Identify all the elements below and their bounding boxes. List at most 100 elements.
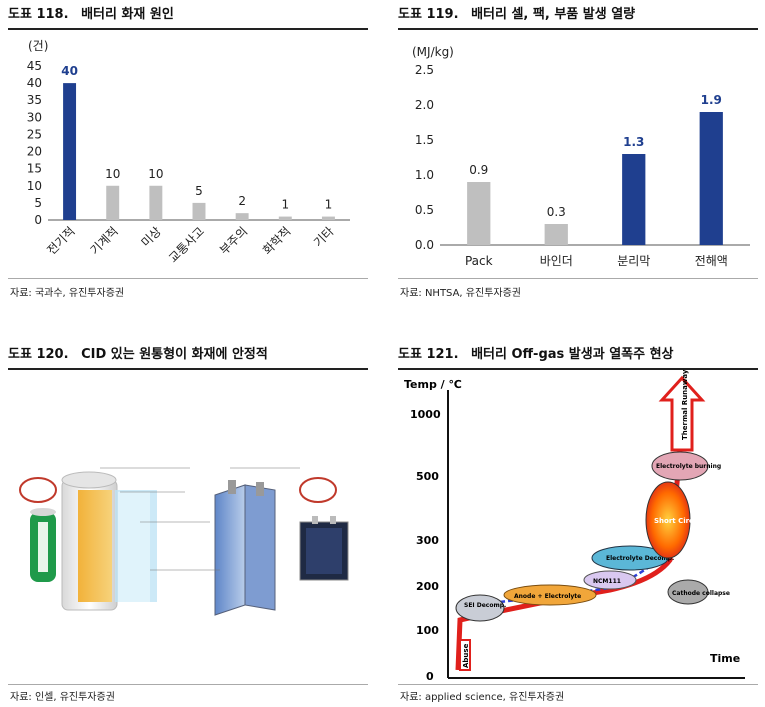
data-label: 40	[61, 64, 78, 78]
anode-electrolyte-bubble	[503, 584, 597, 606]
bar-chart-heat-release: (MJ/kg) 0.0 0.5 1.0 1.5 2.0 2.5 0.9 Pack 0.3 바인더 1…	[412, 45, 750, 268]
source-note: 자료: NHTSA, 유진투자증권	[400, 288, 521, 299]
bar	[278, 216, 292, 220]
y-tick-label: 2.0	[415, 98, 434, 112]
bar-chart-fire-causes: (건) 0 5 10 15 20 25 30 35 40 45 40 전기적 10 기계적 10 미상 5 교통사…	[27, 39, 350, 265]
category-label: 화학적	[260, 224, 293, 257]
bar	[622, 154, 646, 245]
source-rule	[8, 278, 368, 279]
anode-electrolyte-label: Anode + Electrolyte	[514, 593, 581, 600]
category-label: 부주의	[217, 224, 250, 257]
chart-title: 배터리 셀, 팩, 부품 발생 열량	[471, 7, 636, 22]
y-tick-label: 45	[27, 59, 42, 73]
y-axis-label: Temp / ℃	[404, 378, 462, 391]
chart-header: 도표 118. 배터리 화재 원인	[8, 4, 368, 30]
bar	[63, 83, 77, 220]
chart-title: 배터리 화재 원인	[81, 7, 174, 22]
y-tick-label: 0	[34, 213, 42, 227]
y-tick-label: 10	[27, 179, 42, 193]
short-circuit-bubble	[645, 481, 691, 559]
x-axis-label: Time	[710, 652, 740, 665]
bar	[192, 202, 206, 220]
y-tick-1000: 1000	[410, 408, 441, 421]
cid-cylindrical-panel: 도표 120. CID 있는 원통형이 화재에 안정적	[0, 340, 375, 707]
bar	[467, 182, 491, 245]
bar	[321, 216, 335, 220]
data-label: 5	[195, 184, 203, 198]
y-tick-label: 15	[27, 162, 42, 176]
figure-number: 도표 118.	[8, 7, 69, 22]
source-rule	[8, 684, 368, 685]
abuse-label: Abuse	[462, 643, 470, 668]
y-unit-label: (MJ/kg)	[412, 45, 454, 59]
cylinder-cross-section-image	[61, 471, 157, 611]
y-tick-label: 20	[27, 145, 42, 159]
y-tick-200: 200	[416, 580, 439, 593]
chart-title: CID 있는 원통형이 화재에 안정적	[81, 347, 268, 362]
short-circuit-label: Short Circuit	[654, 517, 705, 525]
thermal-runaway-label: Thermal Runaway	[681, 369, 689, 440]
chart-title: 배터리 Off-gas 발생과 열폭주 현상	[471, 347, 674, 362]
chart-panel-heat-release: 도표 119. 배터리 셀, 팩, 부품 발생 열량 (MJ/kg) 0.0 0.…	[390, 0, 765, 300]
chart-panel-fire-causes: 도표 118. 배터리 화재 원인 (건) 0 5 10 15 20 25 30 35 40 45…	[0, 0, 375, 300]
cid-callout-left	[19, 477, 57, 503]
y-tick-label: 1.5	[415, 133, 434, 147]
leader-lines	[100, 467, 300, 571]
electrolyte-decomp-label: Electrolyte Decomp.	[606, 555, 674, 562]
y-tick-label: 40	[27, 76, 42, 90]
thermal-runaway-panel: 도표 121. 배터리 Off-gas 발생과 열폭주 현상 Temp / ℃ …	[390, 340, 765, 707]
green-cylinder-cell-image	[30, 508, 56, 582]
data-label: 1.9	[701, 93, 722, 107]
cathode-collapse-bubble	[667, 579, 709, 605]
source-note: 자료: 인셀, 유진투자증권	[10, 692, 115, 703]
data-label: 10	[105, 167, 120, 181]
figure-number: 도표 120.	[8, 347, 69, 362]
category-label: 바인더	[540, 254, 573, 268]
category-label: 기타	[311, 224, 337, 250]
data-label: 1	[281, 198, 289, 212]
y-tick-label: 2.5	[415, 63, 434, 77]
bar	[106, 185, 120, 220]
data-label: 0.9	[469, 163, 488, 177]
y-tick-label: 30	[27, 110, 42, 124]
y-tick-500: 500	[416, 470, 439, 483]
cid-callout-right	[299, 477, 337, 503]
bar	[235, 213, 249, 220]
data-label: 1	[325, 198, 333, 212]
figure-number: 도표 121.	[398, 347, 459, 362]
category-label: Pack	[465, 254, 493, 268]
ncm111-bubble	[583, 570, 637, 590]
y-tick-label: 25	[27, 127, 42, 141]
y-tick-300: 300	[416, 534, 439, 547]
category-label: 교통사고	[166, 224, 207, 265]
source-rule	[398, 278, 758, 279]
source-rule	[398, 684, 758, 685]
chart-header: 도표 121. 배터리 Off-gas 발생과 열폭주 현상	[398, 344, 758, 370]
y-tick-100: 100	[416, 624, 439, 637]
y-tick-label: 0.5	[415, 203, 434, 217]
y-tick-label: 5	[34, 196, 42, 210]
y-tick-0: 0	[426, 670, 434, 683]
category-label: 분리막	[617, 254, 650, 268]
abuse-arrow	[459, 639, 471, 671]
thermal-runaway-arrow	[658, 375, 706, 452]
data-label: 1.3	[623, 135, 644, 149]
ncm111-label: NCM111	[593, 578, 621, 585]
category-label: 기계적	[88, 224, 121, 257]
category-label: 전기적	[44, 224, 77, 257]
source-note: 자료: applied science, 유진투자증권	[400, 692, 565, 703]
bar	[149, 185, 163, 220]
cathode-collapse-label: Cathode collapse	[672, 590, 730, 597]
sei-decomp-label: SEI Decomp.	[464, 602, 506, 609]
data-label: 0.3	[547, 205, 566, 219]
pouch-cell-image	[299, 516, 349, 581]
chart-header: 도표 119. 배터리 셀, 팩, 부품 발생 열량	[398, 4, 758, 30]
figure-number: 도표 119.	[398, 7, 459, 22]
thermal-runaway-diagram: Temp / ℃ Time 1000 500 300 200 100 0 Abu…	[404, 369, 745, 683]
category-label: 전해액	[695, 254, 728, 268]
data-label: 2	[238, 194, 246, 208]
sei-decomp-bubble	[455, 594, 505, 622]
y-tick-label: 35	[27, 93, 42, 107]
pouch-cross-section-image	[214, 480, 276, 616]
electrolyte-burning-label: Electrolyte burning	[656, 463, 721, 470]
